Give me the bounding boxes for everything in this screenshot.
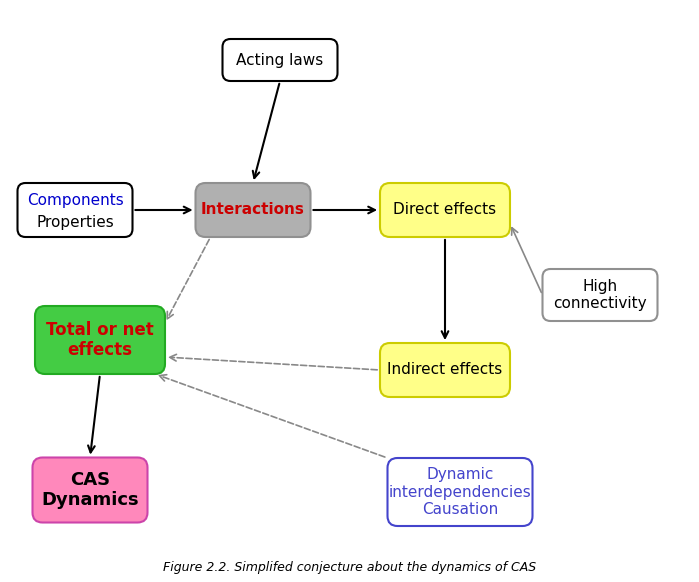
FancyBboxPatch shape bbox=[380, 343, 510, 397]
Text: Dynamic
interdependencies
Causation: Dynamic interdependencies Causation bbox=[389, 467, 531, 517]
FancyBboxPatch shape bbox=[542, 269, 658, 321]
FancyBboxPatch shape bbox=[17, 183, 133, 237]
FancyBboxPatch shape bbox=[35, 306, 165, 374]
Text: Indirect effects: Indirect effects bbox=[387, 363, 503, 378]
FancyBboxPatch shape bbox=[222, 39, 338, 81]
FancyBboxPatch shape bbox=[32, 457, 147, 523]
Text: Direct effects: Direct effects bbox=[394, 203, 496, 218]
Text: Figure 2.2. Simplifed conjecture about the dynamics of CAS: Figure 2.2. Simplifed conjecture about t… bbox=[163, 561, 536, 574]
FancyBboxPatch shape bbox=[380, 183, 510, 237]
Text: Total or net
effects: Total or net effects bbox=[46, 321, 154, 360]
Text: CAS
Dynamics: CAS Dynamics bbox=[41, 471, 139, 509]
Text: Acting laws: Acting laws bbox=[236, 52, 324, 68]
Text: Components: Components bbox=[27, 193, 124, 208]
FancyBboxPatch shape bbox=[387, 458, 533, 526]
Text: Interactions: Interactions bbox=[201, 203, 305, 218]
FancyBboxPatch shape bbox=[196, 183, 310, 237]
Text: Properties: Properties bbox=[36, 215, 114, 229]
Text: High
connectivity: High connectivity bbox=[553, 279, 647, 311]
